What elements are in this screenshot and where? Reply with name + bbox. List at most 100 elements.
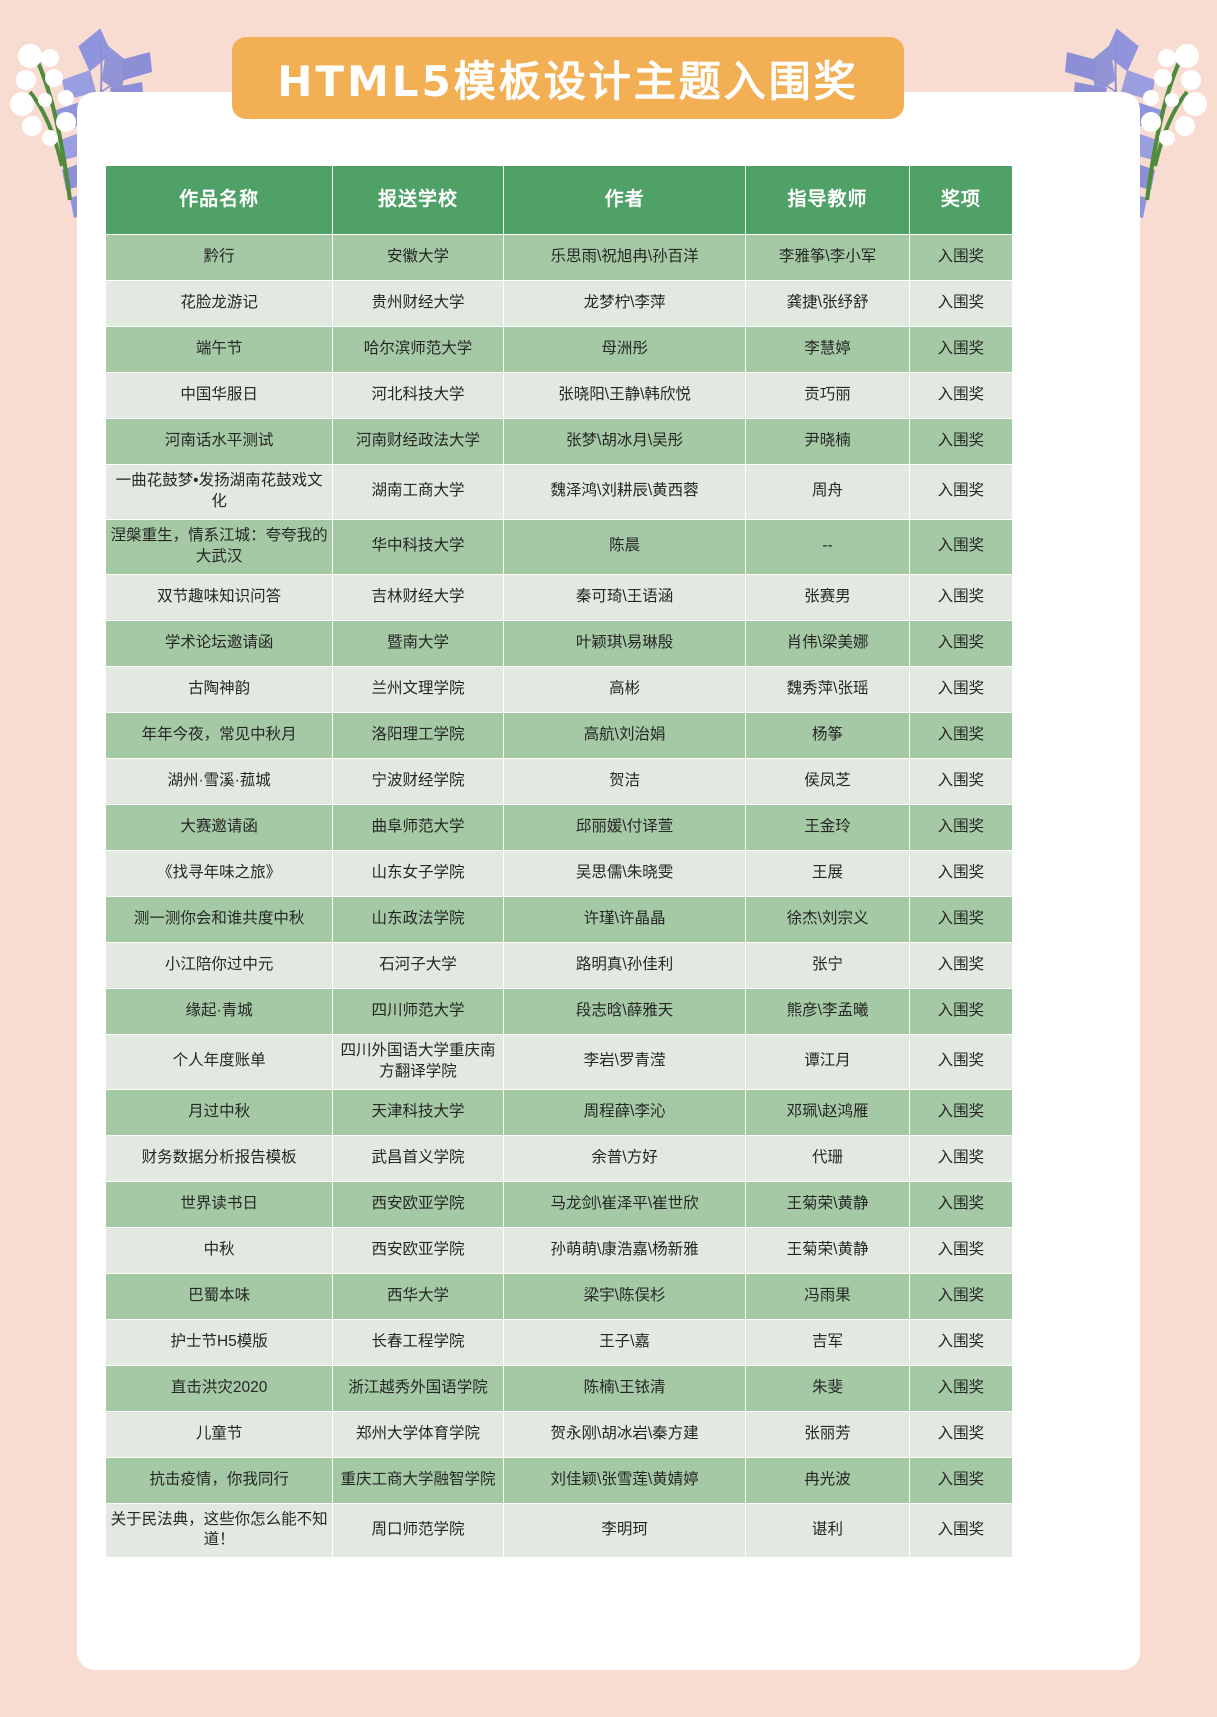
cell-award: 入围奖 [908, 1180, 1014, 1228]
cell-school: 湖南工商大学 [332, 464, 504, 520]
cell-award: 入围奖 [908, 372, 1014, 419]
cell-advisor: 王金玲 [745, 803, 910, 851]
cell-award: 入围奖 [908, 619, 1014, 667]
cell-school: 华中科技大学 [332, 518, 504, 575]
table-row: 测一测你会和谁共度中秋 山东政法学院 许瑾\许晶晶 徐杰\刘宗义 入围奖 [104, 895, 1014, 943]
cell-author: 许瑾\许晶晶 [502, 895, 747, 943]
cell-author: 吴思儒\朱晓雯 [502, 849, 747, 897]
cell-school: 长春工程学院 [332, 1318, 504, 1366]
cell-author: 李明珂 [502, 1502, 747, 1559]
cell-school: 河南财经政法大学 [332, 418, 504, 465]
cell-author: 叶颖琪\易琳殷 [502, 619, 747, 667]
cell-award: 入围奖 [908, 1502, 1014, 1559]
cell-school: 周口师范学院 [332, 1502, 504, 1559]
cell-award: 入围奖 [908, 1134, 1014, 1182]
cell-advisor: 李雅筝\李小军 [745, 234, 910, 281]
cell-work-name: 花脸龙游记 [104, 280, 334, 327]
table-row: 财务数据分析报告模板 武昌首义学院 余普\方好 代珊 入围奖 [104, 1134, 1014, 1182]
cell-school: 西安欧亚学院 [332, 1180, 504, 1228]
cell-advisor: 贡巧丽 [745, 372, 910, 419]
column-header-school: 报送学校 [332, 165, 504, 235]
cell-school: 哈尔滨师范大学 [332, 326, 504, 373]
berry-stem-icon [10, 44, 76, 201]
cell-work-name: 直击洪灾2020 [104, 1364, 334, 1412]
cell-advisor: 朱斐 [745, 1364, 910, 1412]
cell-work-name: 个人年度账单 [104, 1033, 334, 1090]
cell-award: 入围奖 [908, 280, 1014, 327]
cell-author: 秦可琦\王语涵 [502, 573, 747, 621]
awards-table: 作品名称 报送学校 作者 指导教师 奖项 黔行 安徽大学 乐思雨\祝旭冉\孙百洋 李雅… [104, 165, 1014, 1559]
table-row: 中国华服日 河北科技大学 张晓阳\王静\韩欣悦 贡巧丽 入围奖 [104, 372, 1014, 419]
cell-school: 天津科技大学 [332, 1088, 504, 1136]
cell-advisor: 肖伟\梁美娜 [745, 619, 910, 667]
cell-school: 武昌首义学院 [332, 1134, 504, 1182]
table-row: 大赛邀请函 曲阜师范大学 邱丽媛\付译萱 王金玲 入围奖 [104, 803, 1014, 851]
cell-school: 四川师范大学 [332, 987, 504, 1035]
table-head: 作品名称 报送学校 作者 指导教师 奖项 [104, 165, 1014, 235]
cell-award: 入围奖 [908, 1033, 1014, 1090]
cell-award: 入围奖 [908, 1226, 1014, 1274]
table-row: 年年今夜，常见中秋月 洛阳理工学院 高航\刘治娟 杨筝 入围奖 [104, 711, 1014, 759]
cell-author: 高彬 [502, 665, 747, 713]
cell-advisor: 冉光波 [745, 1456, 910, 1504]
cell-advisor: 魏秀萍\张瑶 [745, 665, 910, 713]
cell-work-name: 河南话水平测试 [104, 418, 334, 465]
cell-work-name: 中秋 [104, 1226, 334, 1274]
cell-author: 母洲彤 [502, 326, 747, 373]
table-row: 湖州·雪溪·菰城 宁波财经学院 贺洁 侯凤芝 入围奖 [104, 757, 1014, 805]
cell-work-name: 大赛邀请函 [104, 803, 334, 851]
cell-advisor: 吉军 [745, 1318, 910, 1366]
cell-school: 宁波财经学院 [332, 757, 504, 805]
table-row: 直击洪灾2020 浙江越秀外国语学院 陈楠\王铱清 朱斐 入围奖 [104, 1364, 1014, 1412]
cell-school: 暨南大学 [332, 619, 504, 667]
cell-advisor: 张宁 [745, 941, 910, 989]
cell-school: 西华大学 [332, 1272, 504, 1320]
cell-advisor: 王菊荣\黄静 [745, 1226, 910, 1274]
cell-school: 河北科技大学 [332, 372, 504, 419]
cell-work-name: 古陶神韵 [104, 665, 334, 713]
cell-advisor: 尹晓楠 [745, 418, 910, 465]
cell-advisor: 冯雨果 [745, 1272, 910, 1320]
table-row: 个人年度账单 四川外国语大学重庆南方翻译学院 李岩\罗青滢 谭江月 入围奖 [104, 1033, 1014, 1090]
cell-advisor: 谌利 [745, 1502, 910, 1559]
cell-work-name: 中国华服日 [104, 372, 334, 419]
cell-advisor: 张赛男 [745, 573, 910, 621]
cell-work-name: 小江陪你过中元 [104, 941, 334, 989]
cell-award: 入围奖 [908, 1410, 1014, 1458]
cell-author: 张晓阳\王静\韩欣悦 [502, 372, 747, 419]
cell-award: 入围奖 [908, 711, 1014, 759]
cell-author: 张梦\胡冰月\吴彤 [502, 418, 747, 465]
cell-award: 入围奖 [908, 1088, 1014, 1136]
table-row: 护士节H5模版 长春工程学院 王子\嘉 吉军 入围奖 [104, 1318, 1014, 1366]
cell-award: 入围奖 [908, 757, 1014, 805]
cell-advisor: 王菊荣\黄静 [745, 1180, 910, 1228]
cell-work-name: 一曲花鼓梦•发扬湖南花鼓戏文化 [104, 464, 334, 520]
cell-author: 龙梦柠\李萍 [502, 280, 747, 327]
cell-school: 浙江越秀外国语学院 [332, 1364, 504, 1412]
cell-advisor: 周舟 [745, 464, 910, 520]
table-row: 古陶神韵 兰州文理学院 高彬 魏秀萍\张瑶 入围奖 [104, 665, 1014, 713]
table-row: 双节趣味知识问答 吉林财经大学 秦可琦\王语涵 张赛男 入围奖 [104, 573, 1014, 621]
cell-work-name: 抗击疫情，你我同行 [104, 1456, 334, 1504]
cell-work-name: 财务数据分析报告模板 [104, 1134, 334, 1182]
cell-award: 入围奖 [908, 418, 1014, 465]
cell-work-name: 《找寻年味之旅》 [104, 849, 334, 897]
table-row: 抗击疫情，你我同行 重庆工商大学融智学院 刘佳颖\张雪莲\黄婧婷 冉光波 入围奖 [104, 1456, 1014, 1504]
table-body: 黔行 安徽大学 乐思雨\祝旭冉\孙百洋 李雅筝\李小军 入围奖 花脸龙游记 贵州财经大学 龙梦… [104, 234, 1014, 1559]
cell-school: 重庆工商大学融智学院 [332, 1456, 504, 1504]
cell-work-name: 年年今夜，常见中秋月 [104, 711, 334, 759]
cell-work-name: 儿童节 [104, 1410, 334, 1458]
cell-advisor: -- [745, 518, 910, 575]
table-row: 黔行 安徽大学 乐思雨\祝旭冉\孙百洋 李雅筝\李小军 入围奖 [104, 234, 1014, 281]
page-title: HTML5模板设计主题入围奖 [277, 56, 859, 106]
cell-advisor: 王展 [745, 849, 910, 897]
cell-work-name: 端午节 [104, 326, 334, 373]
cell-advisor: 代珊 [745, 1134, 910, 1182]
cell-award: 入围奖 [908, 941, 1014, 989]
table-header-row: 作品名称 报送学校 作者 指导教师 奖项 [104, 165, 1014, 235]
table-row: 花脸龙游记 贵州财经大学 龙梦柠\李萍 龚捷\张纾舒 入围奖 [104, 280, 1014, 327]
cell-advisor: 谭江月 [745, 1033, 910, 1090]
table-row: 巴蜀本味 西华大学 梁宇\陈俣杉 冯雨果 入围奖 [104, 1272, 1014, 1320]
awards-table-wrapper: 作品名称 报送学校 作者 指导教师 奖项 黔行 安徽大学 乐思雨\祝旭冉\孙百洋 李雅… [104, 165, 1014, 1559]
cell-author: 刘佳颖\张雪莲\黄婧婷 [502, 1456, 747, 1504]
